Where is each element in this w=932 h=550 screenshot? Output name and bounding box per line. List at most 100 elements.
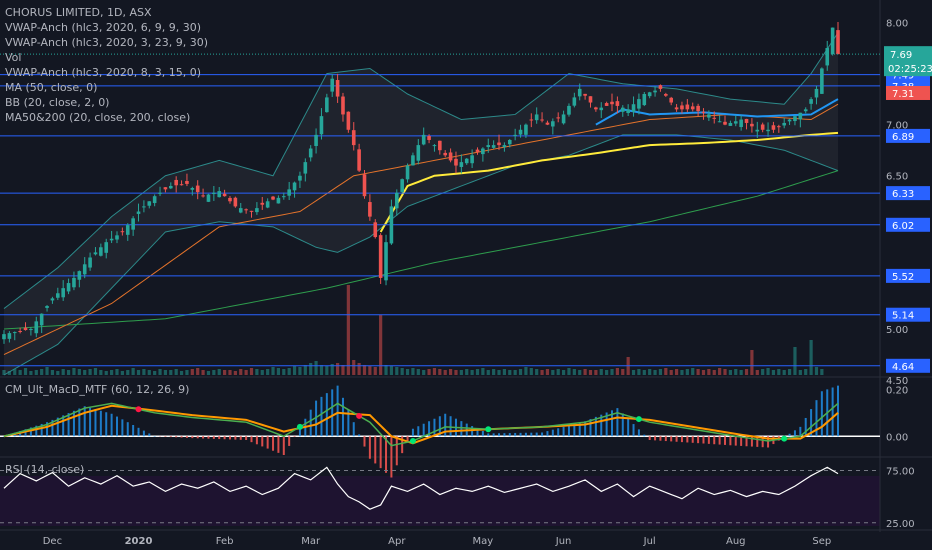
candle-body[interactable] <box>825 48 830 66</box>
candle-body[interactable] <box>39 313 44 326</box>
candle-body[interactable] <box>760 124 765 130</box>
candle-body[interactable] <box>577 88 582 97</box>
candle-body[interactable] <box>454 158 458 166</box>
legend-vwap-1[interactable]: VWAP-Anch (hlc3, 2020, 6, 9, 9, 30) <box>5 21 202 34</box>
candle-body[interactable] <box>357 149 361 171</box>
candle-body[interactable] <box>45 306 49 308</box>
candle-body[interactable] <box>389 206 394 244</box>
candle-body[interactable] <box>99 247 103 256</box>
candle-body[interactable] <box>647 92 652 97</box>
candle-body[interactable] <box>798 112 803 120</box>
candle-body[interactable] <box>174 179 178 186</box>
legend-bb[interactable]: BB (20, close, 2, 0) <box>5 96 110 109</box>
candle-body[interactable] <box>491 145 496 148</box>
candle-body[interactable] <box>696 105 700 112</box>
candle-body[interactable] <box>228 197 232 202</box>
candle-body[interactable] <box>147 201 152 206</box>
candle-body[interactable] <box>739 119 743 128</box>
candle-body[interactable] <box>346 111 351 130</box>
candle-body[interactable] <box>405 165 410 180</box>
candle-body[interactable] <box>830 27 835 55</box>
candle-body[interactable] <box>432 145 437 147</box>
legend-ma50-200[interactable]: MA50&200 (20, close, 200, close) <box>5 111 191 124</box>
candle-body[interactable] <box>685 104 690 110</box>
candle-body[interactable] <box>733 121 738 124</box>
candle-body[interactable] <box>373 222 378 238</box>
candle-body[interactable] <box>545 122 550 125</box>
candle-body[interactable] <box>448 152 453 161</box>
candle-body[interactable] <box>561 114 566 124</box>
candle-body[interactable] <box>766 129 770 132</box>
candle-body[interactable] <box>507 139 512 145</box>
candle-body[interactable] <box>787 119 792 122</box>
candle-body[interactable] <box>755 129 760 132</box>
candle-body[interactable] <box>244 209 248 211</box>
rsi-label[interactable]: RSI (14, close) <box>5 463 85 476</box>
candle-body[interactable] <box>319 116 324 135</box>
candle-body[interactable] <box>717 121 722 123</box>
candle-body[interactable] <box>394 192 399 209</box>
candle-body[interactable] <box>497 142 501 146</box>
candle-body[interactable] <box>77 271 82 280</box>
candle-body[interactable] <box>185 181 189 184</box>
candle-body[interactable] <box>583 93 587 96</box>
candle-body[interactable] <box>255 208 259 213</box>
candle-body[interactable] <box>120 231 125 233</box>
candle-body[interactable] <box>34 321 39 334</box>
candle-body[interactable] <box>411 155 415 166</box>
candle-body[interactable] <box>29 329 33 331</box>
candle-body[interactable] <box>384 242 388 281</box>
candle-body[interactable] <box>287 189 291 196</box>
candle-body[interactable] <box>540 119 544 121</box>
candle-body[interactable] <box>378 235 383 278</box>
candle-body[interactable] <box>438 140 442 151</box>
candle-body[interactable] <box>782 122 786 126</box>
candle-body[interactable] <box>136 211 141 214</box>
candle-body[interactable] <box>690 106 695 110</box>
candle-body[interactable] <box>631 104 636 112</box>
candle-body[interactable] <box>308 148 313 158</box>
candle-body[interactable] <box>335 80 340 97</box>
candle-body[interactable] <box>88 257 92 268</box>
candle-body[interactable] <box>556 117 561 119</box>
candle-body[interactable] <box>481 148 485 155</box>
candle-body[interactable] <box>594 107 598 110</box>
candle-body[interactable] <box>524 124 528 135</box>
candle-body[interactable] <box>50 298 55 301</box>
candle-body[interactable] <box>771 125 776 130</box>
candle-body[interactable] <box>314 134 318 147</box>
candle-body[interactable] <box>125 225 130 235</box>
candle-body[interactable] <box>443 152 448 156</box>
candle-body[interactable] <box>142 206 146 208</box>
candle-body[interactable] <box>362 174 367 197</box>
candle-body[interactable] <box>637 99 641 109</box>
candle-body[interactable] <box>610 101 614 105</box>
candle-body[interactable] <box>23 327 28 331</box>
candle-body[interactable] <box>620 107 625 112</box>
candle-body[interactable] <box>567 105 571 115</box>
candle-body[interactable] <box>325 97 329 113</box>
candle-body[interactable] <box>653 90 657 93</box>
candle-body[interactable] <box>744 118 749 123</box>
candle-body[interactable] <box>529 119 534 121</box>
candle-body[interactable] <box>109 238 114 241</box>
candle-body[interactable] <box>158 192 162 194</box>
candle-body[interactable] <box>152 196 157 204</box>
candle-body[interactable] <box>233 197 238 207</box>
candle-body[interactable] <box>421 134 426 145</box>
candle-body[interactable] <box>814 88 819 98</box>
candle-body[interactable] <box>169 185 173 189</box>
candle-body[interactable] <box>7 333 12 339</box>
candle-body[interactable] <box>66 283 71 292</box>
candle-body[interactable] <box>303 162 308 174</box>
candle-body[interactable] <box>206 194 211 202</box>
candle-body[interactable] <box>712 117 717 119</box>
candle-body[interactable] <box>427 136 431 140</box>
candle-body[interactable] <box>707 114 711 118</box>
candle-body[interactable] <box>518 129 523 135</box>
candle-body[interactable] <box>276 197 281 204</box>
candle-body[interactable] <box>459 162 464 167</box>
candle-body[interactable] <box>513 134 517 136</box>
candle-body[interactable] <box>551 121 555 127</box>
